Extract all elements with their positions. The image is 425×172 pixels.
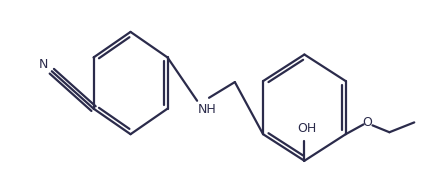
Text: N: N	[39, 58, 48, 71]
Text: NH: NH	[198, 103, 217, 116]
Text: O: O	[363, 116, 372, 129]
Text: OH: OH	[297, 122, 316, 135]
